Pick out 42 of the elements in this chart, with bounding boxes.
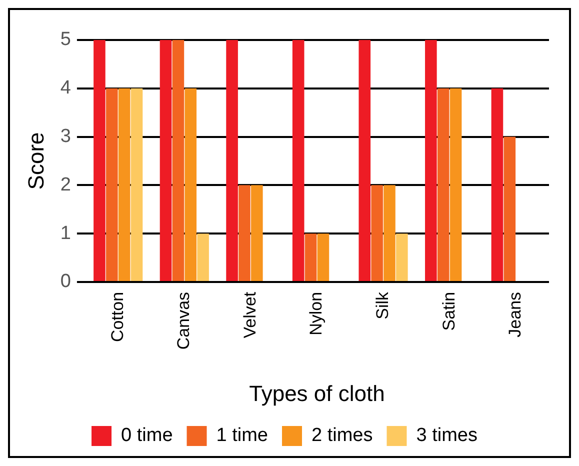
bar bbox=[251, 185, 263, 281]
bar bbox=[172, 40, 184, 281]
bar bbox=[238, 185, 250, 281]
bar bbox=[197, 234, 209, 281]
x-tick-label: Silk bbox=[372, 291, 392, 320]
bar bbox=[317, 234, 330, 281]
x-tick-label: Cotton bbox=[108, 292, 127, 342]
bar bbox=[292, 40, 304, 281]
bar bbox=[504, 136, 516, 281]
bar bbox=[491, 88, 504, 281]
y-tick-label: 1 bbox=[60, 222, 71, 244]
bar bbox=[226, 40, 238, 281]
y-tick-label: 2 bbox=[60, 174, 71, 196]
x-tick-label: Satin bbox=[439, 292, 458, 331]
y-tick-label: 0 bbox=[60, 271, 71, 292]
x-tick-label: Canvas bbox=[174, 292, 194, 350]
bar bbox=[371, 185, 383, 281]
bar bbox=[94, 40, 106, 281]
y-tick-label: 3 bbox=[60, 126, 71, 148]
legend-label: 1 time bbox=[216, 425, 268, 446]
bar bbox=[437, 88, 450, 281]
bar bbox=[130, 88, 143, 281]
bar bbox=[425, 40, 437, 281]
legend-label: 3 times bbox=[416, 425, 478, 446]
x-tick-label: Velvet bbox=[240, 292, 260, 338]
y-tick-label: 5 bbox=[60, 29, 71, 50]
bar bbox=[304, 234, 317, 281]
bar bbox=[118, 88, 130, 281]
bar bbox=[160, 40, 172, 281]
bar bbox=[184, 88, 197, 281]
y-tick-label: 4 bbox=[60, 78, 72, 99]
x-axis-title: Types of cloth bbox=[249, 380, 385, 406]
bar bbox=[384, 185, 396, 281]
x-tick-label: Jeans bbox=[506, 292, 525, 338]
bar bbox=[106, 88, 118, 281]
x-tick-label: Nylon bbox=[306, 292, 326, 336]
bar bbox=[450, 88, 462, 281]
legend-label: 0 time bbox=[121, 425, 173, 446]
bar bbox=[396, 234, 408, 281]
y-axis-title: Score bbox=[23, 132, 48, 190]
legend-label: 2 times bbox=[312, 425, 373, 446]
bar bbox=[358, 40, 371, 281]
